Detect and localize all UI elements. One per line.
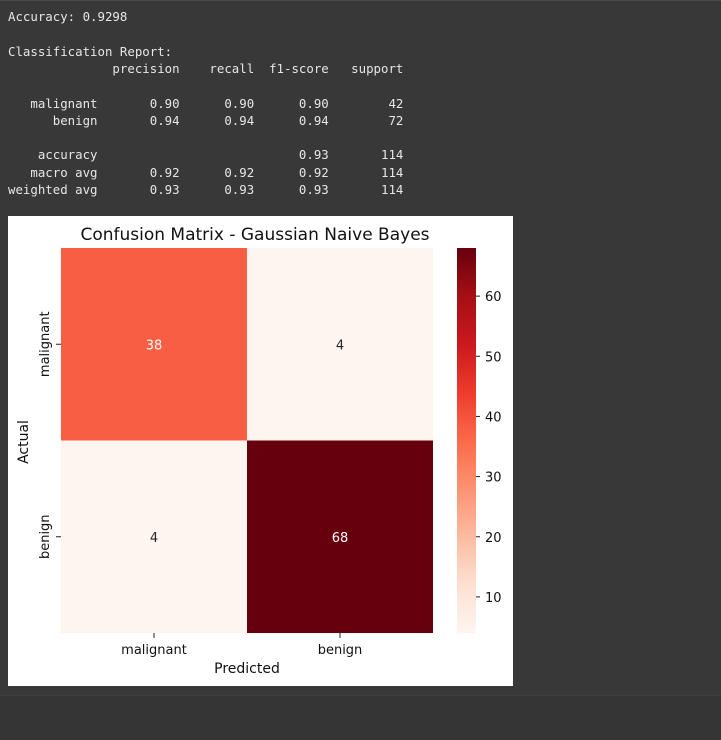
cell-output-area: Accuracy: 0.9298 Classification Report: …: [0, 0, 721, 686]
cell-value-label: 4: [336, 338, 344, 353]
colorbar-tick-label: 60: [485, 290, 502, 305]
y-axis-label: Actual: [16, 420, 32, 464]
x-tick-label: malignant: [121, 643, 187, 658]
report-row-malignant: malignant 0.90 0.90 0.90 42: [8, 95, 404, 111]
colorbar-tick-label: 50: [485, 350, 502, 365]
y-tick-label: benign: [38, 514, 53, 559]
report-title: Classification Report:: [8, 43, 173, 59]
x-tick-label: benign: [318, 643, 363, 658]
heatmap-cell: [61, 248, 247, 441]
cell-value-label: 68: [332, 531, 349, 546]
y-tick-label: malignant: [38, 311, 53, 377]
colorbar: [457, 248, 476, 633]
notebook-footer: [0, 695, 721, 740]
cell-value-label: 4: [150, 531, 158, 546]
heatmap-cell: [61, 440, 247, 633]
colorbar-tick-label: 10: [485, 591, 502, 606]
report-row-weighted-avg: weighted avg 0.93 0.93 0.93 114: [8, 182, 404, 197]
confusion-matrix-chart: Confusion Matrix - Gaussian Naive Bayes …: [16, 225, 502, 677]
report-row-macro-avg: macro avg 0.92 0.92 0.92 114: [8, 164, 404, 180]
heatmap-cell: [247, 248, 433, 441]
confusion-matrix-figure: Confusion Matrix - Gaussian Naive Bayes …: [8, 216, 513, 686]
x-axis-label: Predicted: [214, 661, 280, 677]
colorbar-tick-label: 30: [485, 471, 502, 486]
chart-title: Confusion Matrix - Gaussian Naive Bayes: [80, 225, 429, 245]
output-divider: [0, 0, 721, 1]
cell-value-label: 38: [146, 338, 163, 353]
report-row-benign: benign 0.94 0.94 0.94 72: [8, 112, 404, 128]
accuracy-line: Accuracy: 0.9298: [8, 9, 128, 24]
report-header: precision recall f1-score support: [8, 60, 404, 76]
report-row-accuracy: accuracy 0.93 114: [8, 147, 404, 163]
colorbar-tick-label: 40: [485, 410, 502, 425]
colorbar-tick-label: 20: [485, 531, 502, 546]
heatmap-cell: [247, 440, 433, 633]
